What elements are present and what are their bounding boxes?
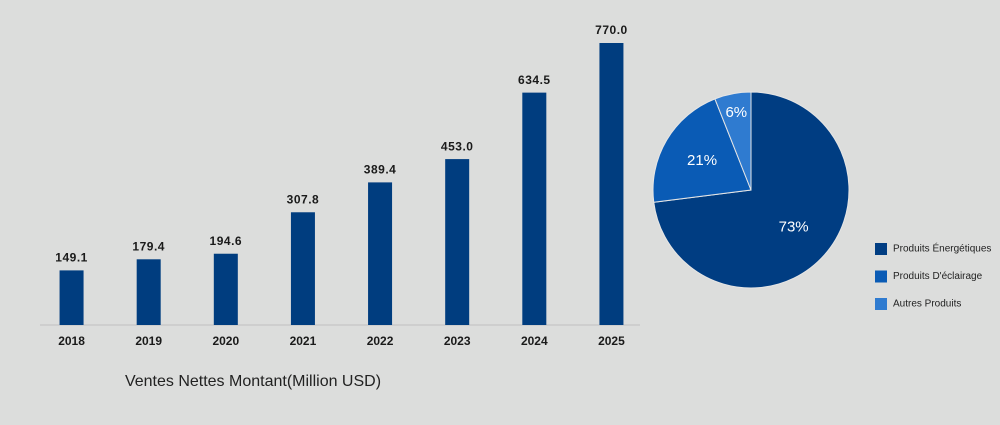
pie-slice [652, 98, 752, 203]
bar [59, 270, 84, 325]
x-tick-label: 2022 [367, 334, 394, 348]
value-label: 770.0 [595, 23, 628, 37]
value-label: 389.4 [364, 163, 397, 177]
bar [368, 182, 393, 325]
legend-swatch [875, 243, 887, 255]
slice-label: 21% [687, 152, 717, 169]
pie-slice [714, 91, 752, 191]
legend-label: Produits D'éclairage [893, 271, 983, 282]
x-tick-label: 2023 [444, 334, 471, 348]
bar [136, 259, 161, 325]
bar [522, 92, 547, 326]
x-tick-label: 2025 [598, 334, 625, 348]
bar [290, 212, 315, 325]
value-label: 194.6 [210, 234, 243, 248]
x-tick-label: 2018 [58, 334, 85, 348]
x-tick-label: 2019 [135, 334, 162, 348]
value-label: 634.5 [518, 73, 551, 87]
legend-label: Autres Produits [893, 299, 961, 310]
bar [213, 253, 238, 325]
value-label: 453.0 [441, 139, 474, 153]
legend-swatch [875, 270, 887, 283]
chart-title: Ventes Nettes Montant(Million USD) [125, 373, 381, 390]
x-tick-label: 2024 [521, 334, 548, 348]
bar [445, 159, 470, 325]
slice-label: 6% [725, 104, 747, 121]
legend-swatch [875, 298, 887, 310]
value-label: 149.1 [55, 251, 88, 265]
value-label: 307.8 [287, 192, 320, 206]
value-label: 179.4 [132, 239, 165, 253]
x-tick-label: 2020 [212, 334, 239, 348]
x-tick-label: 2021 [290, 334, 317, 348]
legend-label: Produits Énergétiques [893, 242, 991, 255]
slice-label: 73% [779, 219, 809, 236]
bar [599, 43, 624, 325]
